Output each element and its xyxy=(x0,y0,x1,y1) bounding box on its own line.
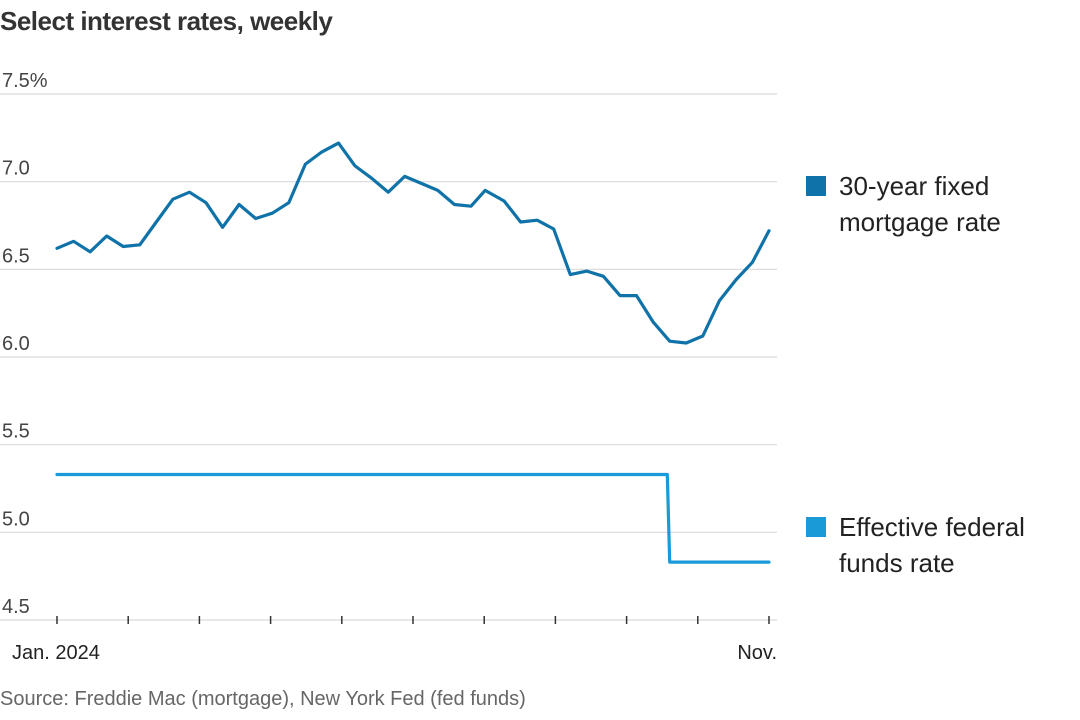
y-tick-label: 4.5 xyxy=(2,596,30,618)
chart-title: Select interest rates, weekly xyxy=(0,6,333,36)
legend-swatch xyxy=(806,517,826,537)
x-tick-label-end: Nov. xyxy=(737,642,777,664)
legend-label: 30-year fixed xyxy=(839,171,989,201)
y-axis-ticks: 7.5% 7.0 6.5 6.0 5.5 5.0 4.5 xyxy=(2,70,48,618)
source-note: Source: Freddie Mac (mortgage), New York… xyxy=(0,688,526,710)
legend-label: mortgage rate xyxy=(839,207,1001,237)
legend-label: funds rate xyxy=(839,548,955,578)
legend-swatch xyxy=(806,176,826,196)
series-line-mortgage-rate xyxy=(55,141,771,345)
y-tick-label: 6.5 xyxy=(2,245,30,267)
series-lines xyxy=(55,141,771,564)
y-tick-label: 5.5 xyxy=(2,421,30,443)
legend-label: Effective federal xyxy=(839,512,1025,542)
y-tick-label: 5.0 xyxy=(2,508,30,530)
gridlines xyxy=(0,93,777,621)
x-tick-label-start: Jan. 2024 xyxy=(12,642,100,664)
y-tick-label: 6.0 xyxy=(2,333,30,355)
y-tick-label: 7.5% xyxy=(2,70,48,92)
series-line-fed-funds-rate xyxy=(55,472,771,564)
legend: 30-year fixed mortgage rate Effective fede… xyxy=(806,171,1025,578)
y-tick-label: 7.0 xyxy=(2,158,30,180)
x-axis: Jan. 2024 Nov. xyxy=(12,616,777,664)
